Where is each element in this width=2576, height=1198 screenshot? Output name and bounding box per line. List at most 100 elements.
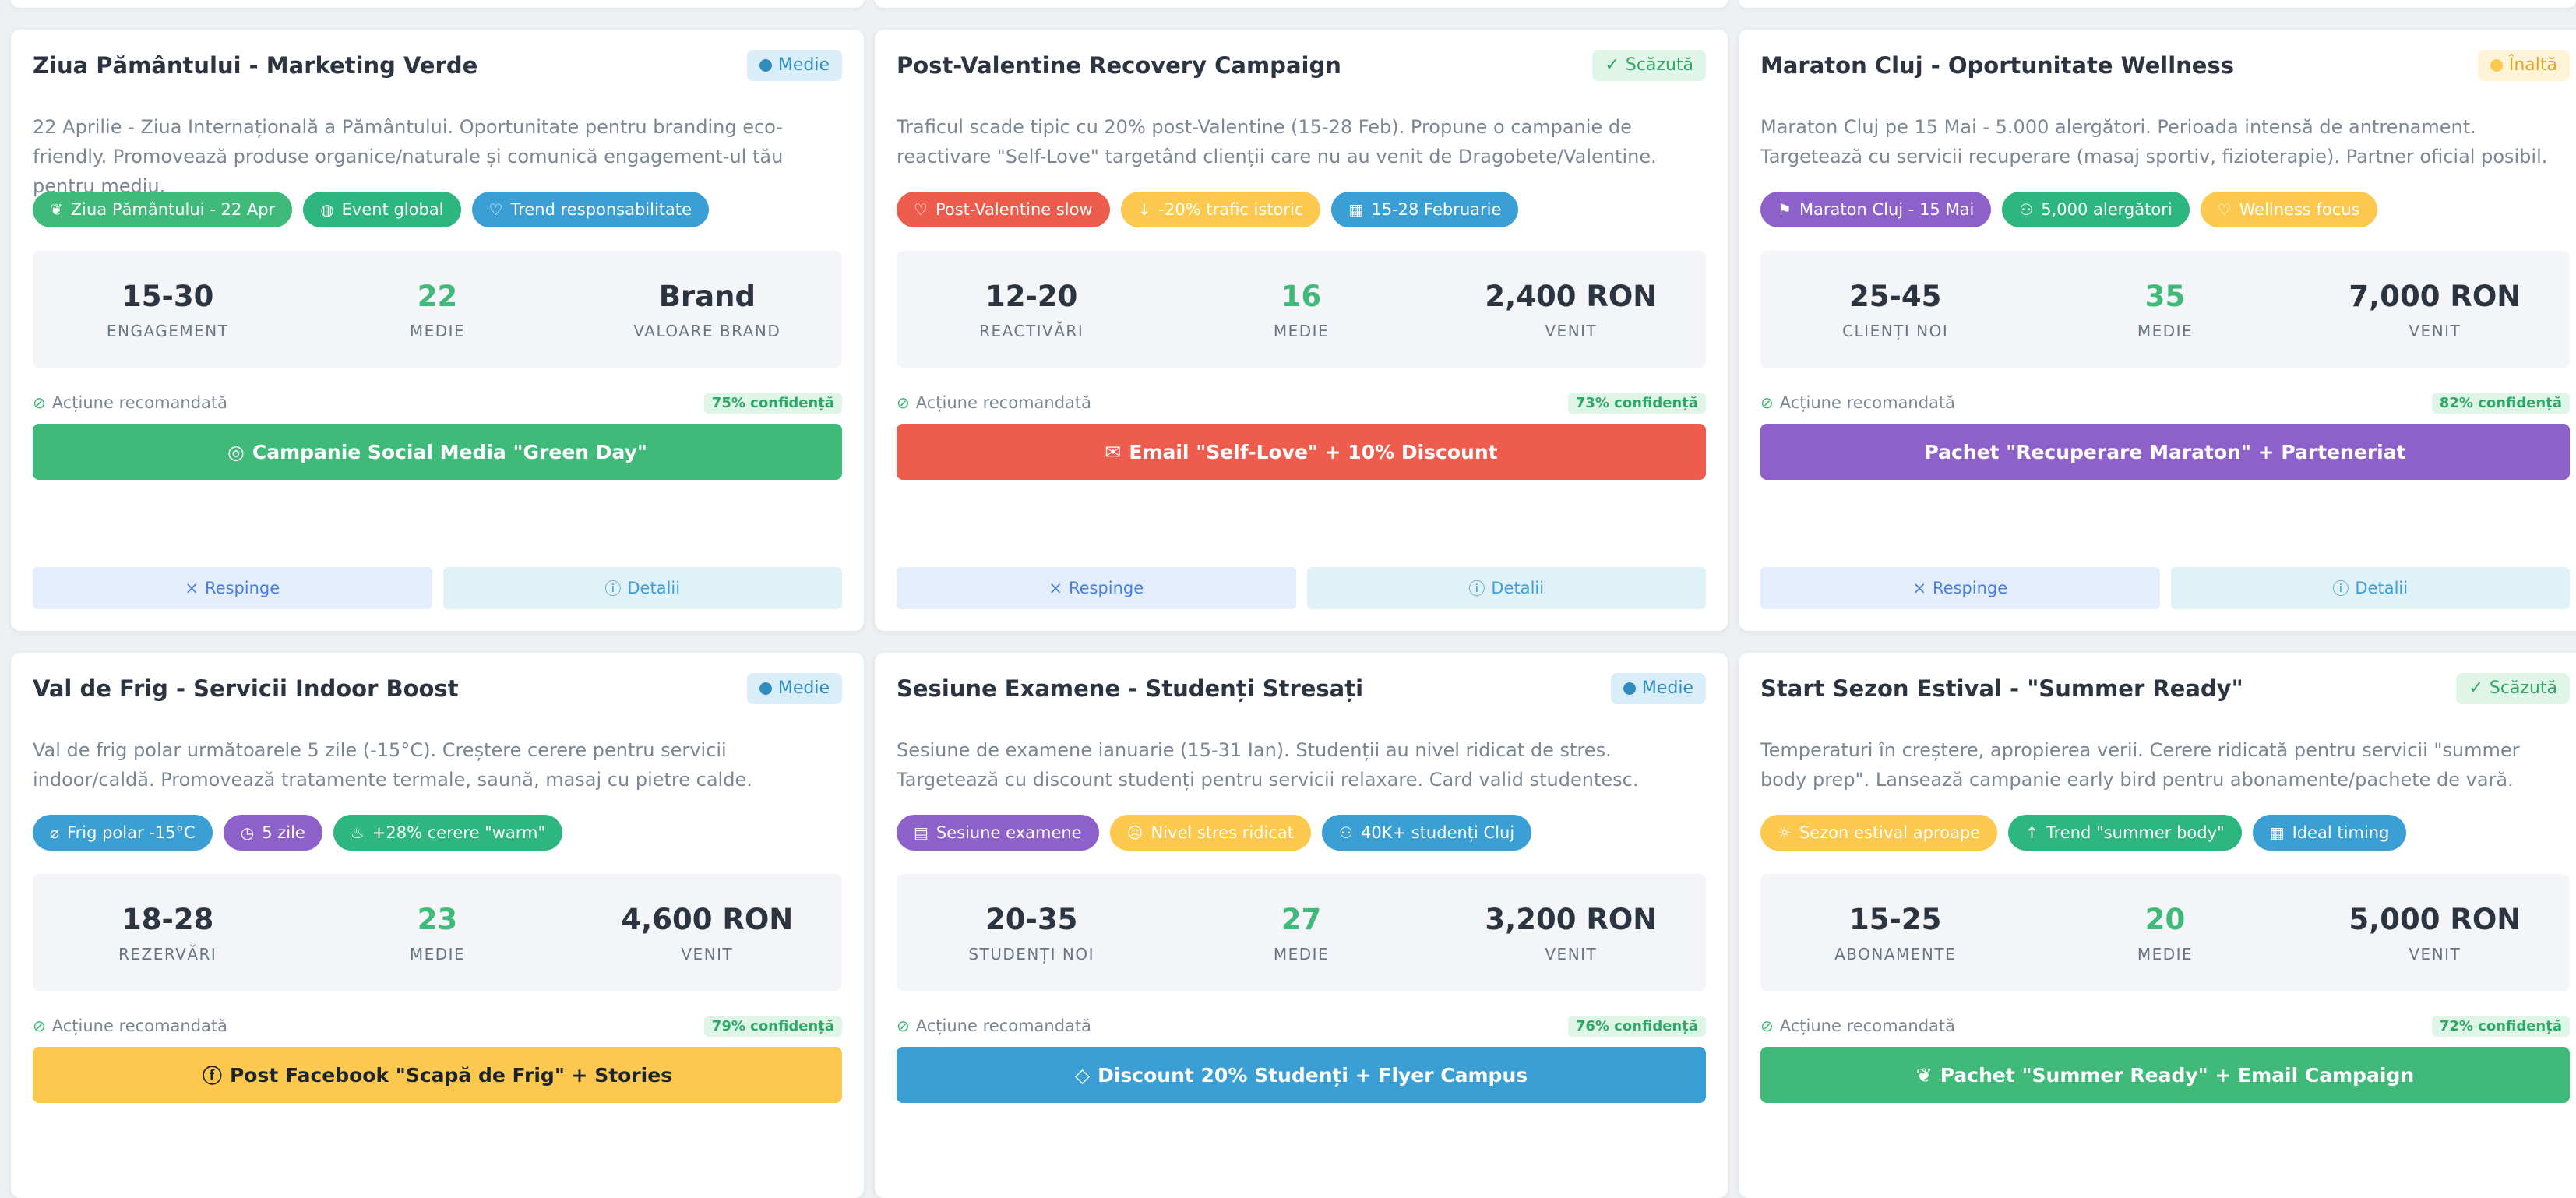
action-button-label: Campanie Social Media "Green Day" (252, 440, 647, 463)
card-above-sliver (11, 0, 864, 8)
context-tag: ↑ Trend "summer body" (2008, 815, 2242, 851)
stat-value: 27 (1281, 903, 1322, 936)
calendar-icon: ▦ (1348, 200, 1364, 219)
context-tag: ♡ Wellness focus (2200, 192, 2377, 227)
card-title: Start Sezon Estival - "Summer Ready" (1760, 675, 2243, 702)
stat-block: 35 MEDIE (2030, 278, 2299, 340)
stat-block: 27 MEDIE (1166, 901, 1436, 964)
card-footer-actions: × Respinge ⓘ Detalii (897, 567, 1706, 609)
confidence-badge: 75% confidență (703, 392, 842, 414)
stat-label: MEDIE (409, 322, 466, 340)
stat-value: 4,600 RON (621, 903, 794, 936)
reject-button[interactable]: × Respinge (33, 567, 432, 609)
stat-value: 22 (417, 280, 458, 313)
info-dot-icon (759, 682, 772, 695)
stat-block: 3,200 RON VENIT (1436, 901, 1706, 964)
stat-label: VENIT (1545, 945, 1598, 964)
check-icon: ✓ (2469, 678, 2483, 698)
stat-label: MEDIE (1273, 322, 1330, 340)
leaf-icon: ❦ (1915, 1063, 1933, 1087)
details-label: Detalii (2355, 579, 2409, 597)
recommended-action-button[interactable]: ⓕ Post Facebook "Scapă de Frig" + Storie… (33, 1047, 842, 1103)
priority-label: Scăzută (2489, 678, 2557, 698)
card-description: Val de frig polar următoarele 5 zile (-1… (33, 739, 752, 791)
close-icon: × (1912, 579, 1926, 597)
recommended-action-label: ⊘ Acțiune recomandată (1760, 393, 1955, 412)
recommended-action-button[interactable]: ❦ Pachet "Summer Ready" + Email Campaign (1760, 1047, 2570, 1103)
check-circle-icon: ⊘ (1760, 393, 1774, 412)
stat-label: VENIT (1545, 322, 1598, 340)
heart-icon: ♡ (914, 200, 928, 219)
context-tag: ♡ Trend responsabilitate (471, 192, 710, 227)
context-tag-label: 40K+ studenți Cluj (1360, 823, 1515, 842)
details-label: Detalii (1491, 579, 1545, 597)
context-tag: ↓ -20% trafic istoric (1120, 192, 1321, 227)
stat-label: MEDIE (409, 945, 466, 964)
stat-block: 20 MEDIE (2030, 901, 2299, 964)
recommended-action-button[interactable]: Pachet "Recuperare Maraton" + Parteneria… (1760, 424, 2570, 480)
action-button-label: Pachet "Recuperare Maraton" + Parteneria… (1924, 440, 2406, 463)
details-button[interactable]: ⓘ Detalii (2170, 567, 2570, 609)
stat-label: ABONAMENTE (1834, 945, 1957, 964)
card-header: Val de Frig - Servicii Indoor Boost Medi… (33, 673, 842, 720)
stress-face-icon: ☹ (1126, 823, 1144, 842)
stat-block: 7,000 RON VENIT (2300, 278, 2570, 340)
recommended-action-button[interactable]: ◇ Discount 20% Studenți + Flyer Campus (897, 1047, 1706, 1103)
facebook-icon: ⓕ (202, 1065, 222, 1087)
card-title: Maraton Cluj - Oportunitate Wellness (1760, 52, 2234, 79)
stat-label: REZERVĂRI (118, 945, 217, 964)
reject-button[interactable]: × Respinge (897, 567, 1296, 609)
context-tags: ♡ Post-Valentine slow ↓ -20% trafic isto… (897, 192, 1706, 229)
card-title: Post-Valentine Recovery Campaign (897, 52, 1341, 79)
context-tags: ❦ Ziua Pământului - 22 Apr ◍ Event globa… (33, 192, 842, 229)
context-tag: ⌀ Frig polar -15°C (33, 815, 213, 851)
stat-block: 5,000 RON VENIT (2300, 901, 2570, 964)
close-icon: × (185, 579, 199, 597)
stat-label: MEDIE (2137, 322, 2194, 340)
stat-value: 5,000 RON (2349, 903, 2521, 936)
card-title: Val de Frig - Servicii Indoor Boost (33, 675, 459, 702)
context-tag-label: Post-Valentine slow (935, 200, 1093, 219)
card-above-sliver (1739, 0, 2576, 8)
card-header: Sesiune Examene - Studenți Stresați Medi… (897, 673, 1706, 720)
info-dot-icon (1623, 682, 1636, 695)
stat-block: 22 MEDIE (302, 278, 572, 340)
action-button-label: Pachet "Summer Ready" + Email Campaign (1940, 1063, 2415, 1087)
context-tag-label: Ziua Pământului - 22 Apr (70, 200, 276, 219)
reject-button[interactable]: × Respinge (1760, 567, 2160, 609)
context-tag-label: 5,000 alergători (2041, 200, 2173, 219)
recommended-action-button[interactable]: ◎ Campanie Social Media "Green Day" (33, 424, 842, 480)
confidence-badge: 79% confidență (703, 1015, 842, 1037)
suggestion-card: Val de Frig - Servicii Indoor Boost Medi… (11, 653, 864, 1198)
reject-label: Respinge (1932, 579, 2008, 597)
priority-label: Medie (777, 55, 830, 75)
check-circle-icon: ⊘ (33, 393, 46, 412)
recommended-action-button[interactable]: ✉ Email "Self-Love" + 10% Discount (897, 424, 1706, 480)
details-button[interactable]: ⓘ Detalii (442, 567, 842, 609)
recommendation-row: ⊘ Acțiune recomandată 75% confidență (33, 391, 842, 414)
card-title: Sesiune Examene - Studenți Stresați (897, 675, 1364, 702)
tag-icon: ◇ (1074, 1063, 1091, 1087)
stats-panel: 18-28 REZERVĂRI 23 MEDIE 4,600 RON VENIT (33, 874, 842, 991)
card-description: Maraton Cluj pe 15 Mai - 5.000 alergător… (1760, 116, 2548, 167)
context-tag: ▦ Ideal timing (2252, 815, 2407, 851)
stat-label: REACTIVĂRI (979, 322, 1084, 340)
close-icon: × (1048, 579, 1062, 597)
details-button[interactable]: ⓘ Detalii (1306, 567, 1706, 609)
check-circle-icon: ⊘ (897, 1017, 910, 1035)
envelope-icon: ✉ (1105, 440, 1122, 463)
stat-label: CLIENȚI NOI (1842, 322, 1949, 340)
recommended-action-text: Acțiune recomandată (51, 393, 228, 412)
confidence-badge: 82% confidență (2431, 392, 2570, 414)
arrow-up-icon: ↑ (2025, 823, 2039, 842)
recommended-action-text: Acțiune recomandată (915, 393, 1092, 412)
context-tags: ▤ Sesiune examene ☹ Nivel stres ridicat … (897, 815, 1706, 852)
stat-label: VALOARE BRAND (633, 322, 781, 340)
group-icon: ⚇ (2019, 200, 2034, 219)
details-label: Detalii (627, 579, 681, 597)
context-tag-label: Trend "summer body" (2046, 823, 2225, 842)
context-tag-label: Ideal timing (2292, 823, 2390, 842)
card-header: Ziua Pământului - Marketing Verde Medie (33, 50, 842, 97)
context-tag: ⚇ 5,000 alergători (2002, 192, 2190, 227)
card-footer-actions: × Respinge ⓘ Detalii (1760, 567, 2570, 609)
